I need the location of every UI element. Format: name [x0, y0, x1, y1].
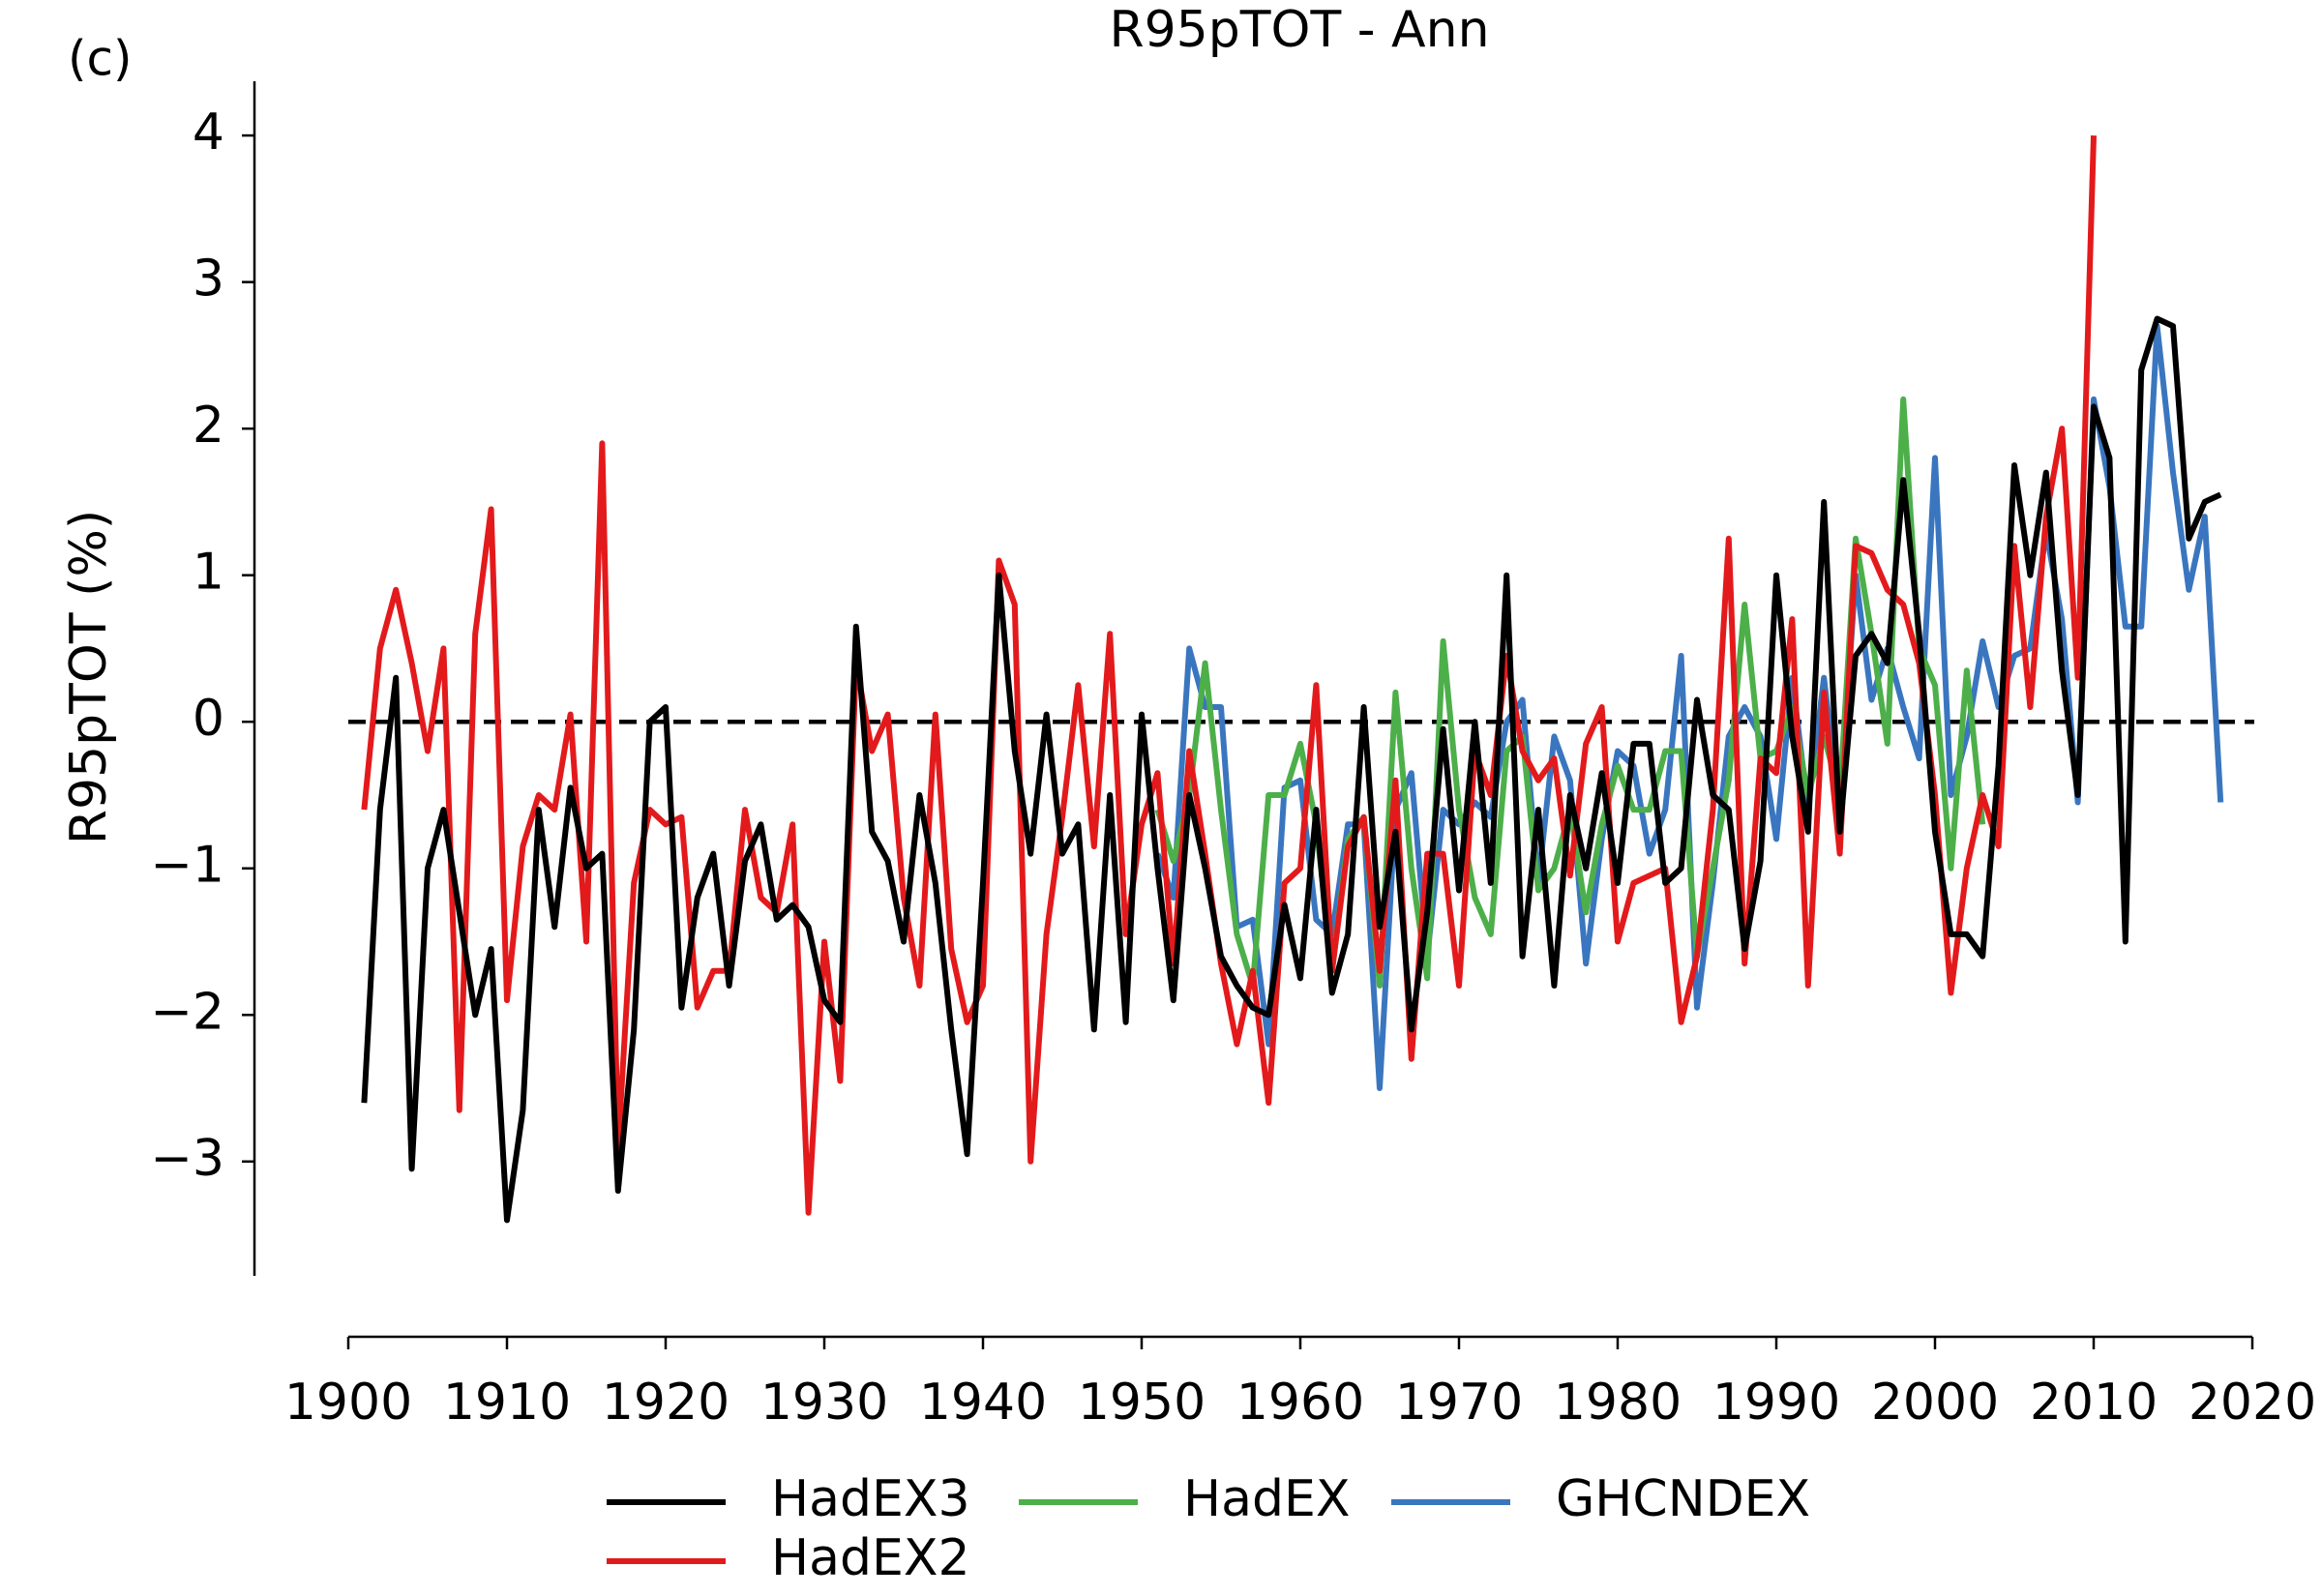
x-tick-label: 1900 [284, 1374, 412, 1432]
x-tick-label: 1940 [919, 1374, 1047, 1432]
y-tick-label: 4 [193, 103, 224, 162]
y-tick-label: −3 [150, 1130, 224, 1188]
legend-label: HadEX2 [771, 1529, 970, 1587]
x-tick-label: 1970 [1395, 1374, 1523, 1432]
y-tick-label: 1 [193, 544, 224, 602]
x-tick-label: 2010 [2030, 1374, 2158, 1432]
chart-title: R95pTOT - Ann [1109, 1, 1489, 59]
y-tick-label: 2 [193, 397, 224, 455]
y-axis-label: R95pTOT (%) [60, 510, 118, 844]
series-line [361, 315, 2222, 1224]
series-line [361, 135, 2097, 1216]
y-tick-label: 0 [193, 690, 224, 748]
legend-label: HadEX3 [771, 1470, 970, 1528]
x-tick-label: 2020 [2188, 1374, 2316, 1432]
x-tick-label: 1920 [602, 1374, 729, 1432]
y-tick-label: −1 [150, 837, 224, 895]
legend-label: GHCNDEX [1556, 1470, 1810, 1528]
x-tick-label: 1960 [1236, 1374, 1364, 1432]
y-tick-label: −2 [150, 983, 224, 1041]
y-tick-label: 3 [193, 251, 224, 309]
panel-label: (c) [68, 31, 133, 87]
x-tick-label: 1930 [760, 1374, 888, 1432]
x-tick-label: 1910 [443, 1374, 571, 1432]
x-tick-label: 1950 [1078, 1374, 1206, 1432]
x-tick-label: 2000 [1871, 1374, 1999, 1432]
legend-label: HadEX [1183, 1470, 1350, 1528]
x-tick-label: 1980 [1554, 1374, 1682, 1432]
x-tick-label: 1990 [1712, 1374, 1840, 1432]
